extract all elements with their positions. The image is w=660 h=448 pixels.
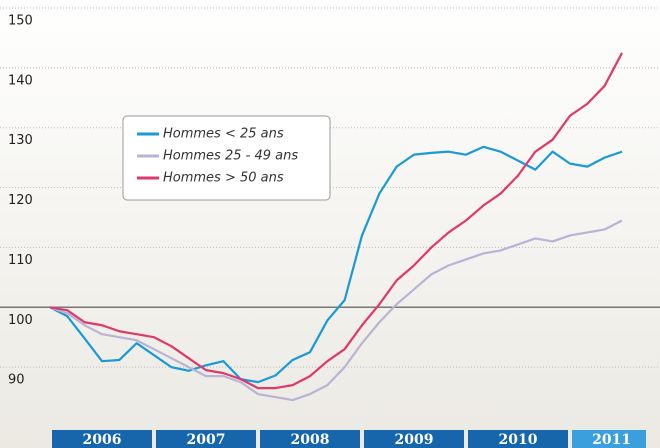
legend-label: Hommes 25 - 49 ans (163, 149, 298, 164)
x-tick-label: 2006 (83, 432, 122, 448)
y-tick-label: 140 (8, 73, 33, 88)
legend-label: Hommes > 50 ans (163, 171, 284, 186)
x-tick-label: 2010 (499, 432, 538, 448)
x-tick-label: 2007 (187, 432, 226, 448)
year-band (260, 430, 360, 448)
year-band (468, 430, 568, 448)
year-band (364, 430, 464, 448)
legend-box (122, 115, 331, 201)
year-band (156, 430, 256, 448)
x-tick-label: 2011 (592, 432, 631, 448)
y-tick-label: 130 (8, 133, 33, 148)
legend-label: Hommes < 25 ans (163, 127, 284, 142)
x-tick-label: 2009 (395, 432, 434, 448)
y-tick-label: 90 (8, 373, 25, 388)
y-tick-label: 150 (8, 14, 33, 29)
year-band (52, 430, 152, 448)
year-band (572, 430, 646, 448)
y-tick-label: 120 (8, 193, 33, 208)
y-tick-label: 110 (8, 253, 33, 268)
legend: Hommes < 25 ans Hommes 25 - 49 ans Hommes … (122, 115, 331, 201)
y-tick-label: 100 (8, 313, 33, 328)
x-tick-label: 2008 (291, 432, 330, 448)
series-line (49, 52, 623, 390)
series-line (49, 219, 623, 402)
